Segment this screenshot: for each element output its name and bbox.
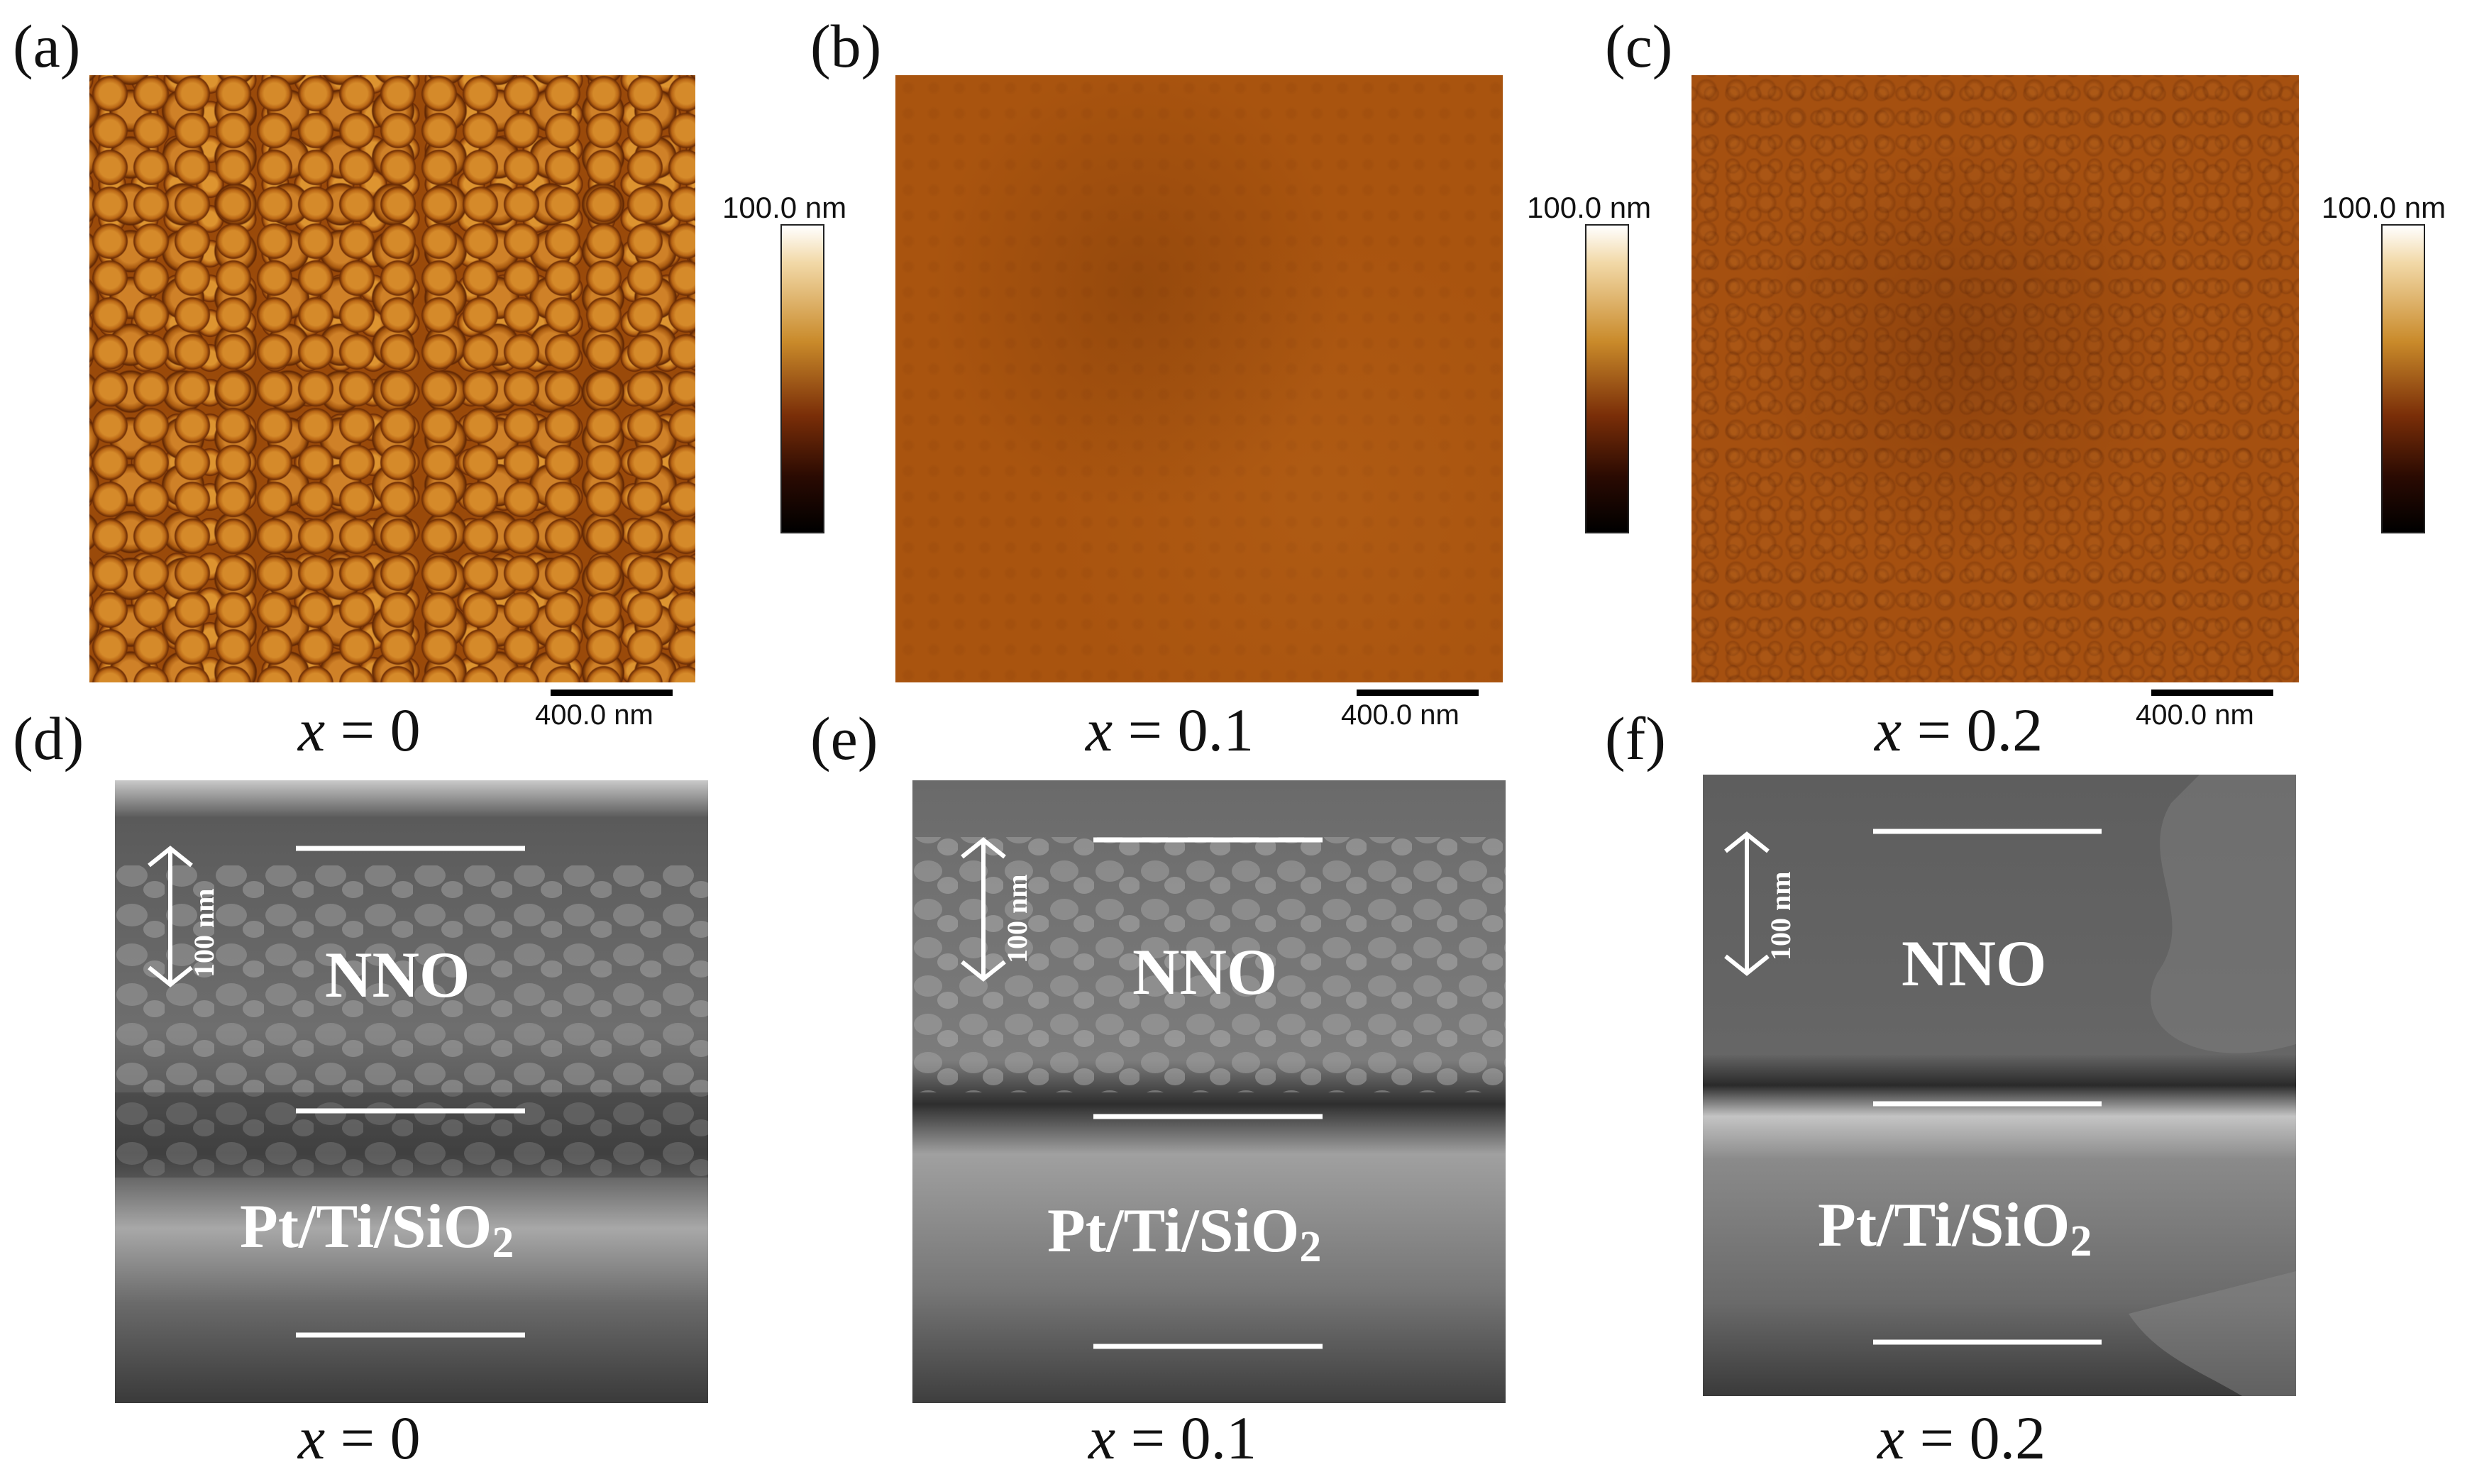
caption-a-value: = 0	[325, 696, 421, 764]
caption-d-var: x	[298, 1404, 326, 1472]
scale-bar-c	[2151, 690, 2273, 696]
afm-image-a	[89, 75, 695, 682]
substrate-text-e: Pt/Ti/SiO	[1047, 1197, 1300, 1266]
sem-image-d: 100 nm NNO Pt/Ti/SiO2	[115, 780, 708, 1403]
caption-b-value: = 0.1	[1113, 696, 1254, 764]
colorbar-b	[1585, 224, 1629, 533]
colorbar-c	[2381, 224, 2425, 533]
scale-bar-a	[551, 690, 673, 696]
colorbar-max-label-a: 100.0 nm	[722, 191, 847, 224]
caption-e-var: x	[1088, 1404, 1116, 1472]
caption-e-value: = 0.1	[1115, 1404, 1257, 1472]
caption-c-value: = 0.2	[1902, 696, 2043, 764]
layer-label-substrate-f: Pt/Ti/SiO2	[1818, 1195, 2092, 1266]
scale-marker-d: 100 nm	[188, 888, 220, 978]
layer-label-nno-f: NNO	[1902, 927, 2047, 1000]
scale-label-c: 400.0 nm	[2136, 699, 2254, 731]
caption-b-var: x	[1086, 696, 1113, 764]
panel-label-f: (f)	[1605, 704, 1666, 773]
caption-b: x = 0.1	[1086, 699, 1254, 760]
sem-image-e: 100 nm NNO Pt/Ti/SiO2	[912, 780, 1506, 1403]
afm-image-c	[1691, 75, 2299, 682]
layer-label-nno-e: NNO	[1132, 936, 1278, 1008]
layer-label-substrate-e: Pt/Ti/SiO2	[1047, 1197, 1322, 1271]
scale-marker-f: 100 nm	[1765, 871, 1797, 960]
substrate-text-f: Pt/Ti/SiO	[1818, 1191, 2070, 1260]
panel-label-b: (b)	[810, 12, 882, 80]
caption-e: x = 0.1	[1088, 1407, 1257, 1468]
caption-d: x = 0	[298, 1407, 421, 1468]
caption-f-value: = 0.2	[1904, 1404, 2046, 1472]
panel-label-c: (c)	[1605, 12, 1673, 80]
afm-image-b	[895, 75, 1503, 682]
panel-label-d: (d)	[13, 704, 84, 773]
layer-label-nno-d: NNO	[325, 938, 470, 1011]
panel-label-a: (a)	[13, 12, 81, 80]
substrate-sub-d: 2	[492, 1219, 514, 1267]
sem-image-f: 100 nm NNO Pt/Ti/SiO2	[1703, 775, 2296, 1396]
layer-label-substrate-d: Pt/Ti/SiO2	[240, 1196, 514, 1267]
colorbar-a	[780, 224, 824, 533]
scale-label-b: 400.0 nm	[1341, 699, 1459, 731]
scale-bar-b	[1357, 690, 1479, 696]
substrate-sub-f: 2	[2070, 1217, 2092, 1266]
caption-a: x = 0	[298, 699, 421, 760]
colorbar-max-label-b: 100.0 nm	[1527, 191, 1652, 224]
caption-c: x = 0.2	[1875, 699, 2043, 760]
panel-label-e: (e)	[810, 704, 878, 773]
caption-d-value: = 0	[325, 1404, 421, 1472]
substrate-sub-e: 2	[1299, 1223, 1322, 1271]
caption-c-var: x	[1875, 696, 1902, 764]
caption-f-var: x	[1877, 1404, 1905, 1472]
substrate-text-d: Pt/Ti/SiO	[240, 1192, 492, 1261]
caption-f: x = 0.2	[1877, 1407, 2046, 1468]
scale-marker-e: 100 nm	[1001, 874, 1033, 963]
caption-a-var: x	[298, 696, 326, 764]
scale-label-a: 400.0 nm	[535, 699, 653, 731]
colorbar-max-label-c: 100.0 nm	[2322, 191, 2446, 224]
